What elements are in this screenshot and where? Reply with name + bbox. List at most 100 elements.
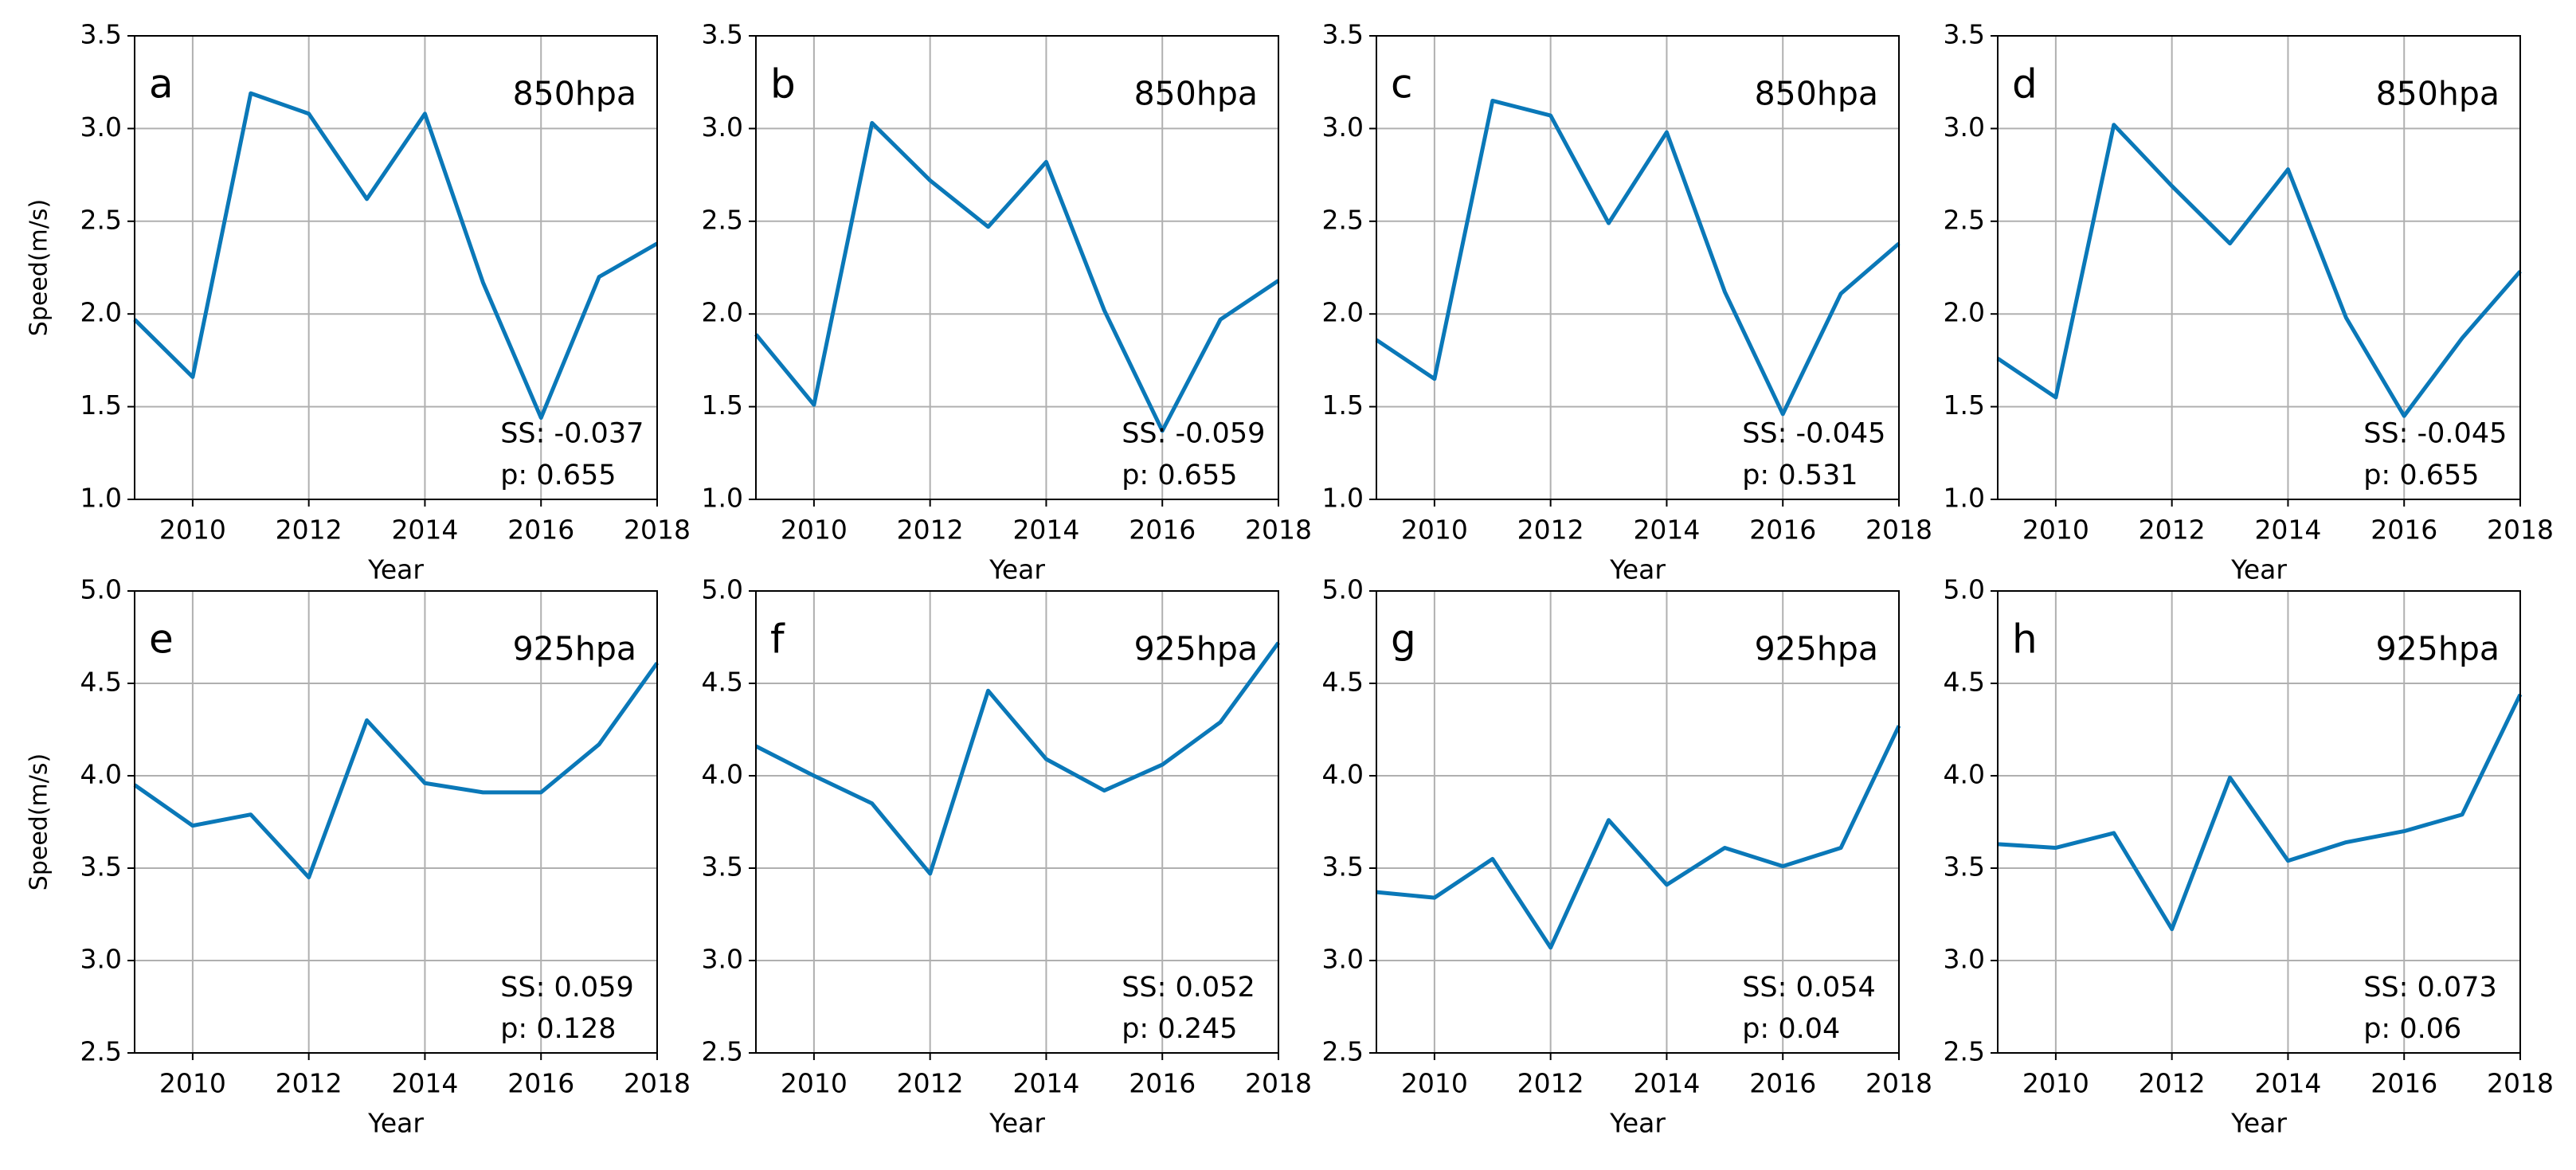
y-tick-label: 2.0 — [80, 297, 122, 328]
level-label: 850hpa — [513, 75, 636, 113]
y-tick-label: 1.5 — [702, 389, 743, 421]
y-tick-label: 2.0 — [1944, 297, 1985, 328]
y-tick-label: 4.5 — [1944, 667, 1985, 698]
y-tick-label: 3.0 — [1322, 112, 1364, 143]
y-tick-label: 1.5 — [80, 389, 122, 421]
x-axis-label: Year — [2230, 1108, 2287, 1139]
y-tick-label: 1.0 — [702, 483, 743, 514]
x-axis-label: Year — [367, 1108, 424, 1139]
y-tick-label: 2.5 — [702, 204, 743, 235]
y-tick-label: 4.0 — [702, 759, 743, 790]
axes-frame — [134, 590, 658, 1054]
annotation: p: 0.655 — [500, 460, 616, 491]
y-tick-label: 2.5 — [1944, 204, 1985, 235]
annotation: p: 0.655 — [1122, 460, 1237, 491]
y-tick-label: 3.0 — [80, 944, 122, 975]
panel-label: e — [149, 616, 174, 662]
x-tick-label: 2010 — [781, 1068, 848, 1099]
annotation: p: 0.04 — [1742, 1013, 1840, 1045]
y-tick-label: 3.0 — [1944, 112, 1985, 143]
x-tick-label: 2018 — [1245, 1068, 1312, 1099]
y-tick-label: 3.5 — [1944, 19, 1985, 50]
x-tick-label: 2010 — [1401, 515, 1468, 546]
y-tick-label: 3.5 — [702, 19, 743, 50]
panel-label: c — [1391, 61, 1413, 108]
x-tick-label: 2016 — [2370, 515, 2437, 546]
x-axis-label: Year — [989, 554, 1045, 585]
x-tick-label: 2014 — [2254, 1068, 2321, 1099]
annotation: SS: 0.052 — [1122, 972, 1255, 1004]
y-tick-label: 2.5 — [1944, 1036, 1985, 1067]
y-tick-label: 5.0 — [80, 574, 122, 605]
annotation: SS: -0.059 — [1122, 418, 1265, 450]
axes-frame — [1997, 590, 2521, 1054]
level-label: 925hpa — [1134, 629, 1258, 667]
x-tick-label: 2012 — [276, 1068, 343, 1099]
axes-frame — [755, 590, 1279, 1054]
y-tick-label: 3.5 — [1322, 19, 1364, 50]
x-tick-label: 2014 — [1633, 1068, 1700, 1099]
x-tick-label: 2010 — [159, 1068, 226, 1099]
y-tick-label: 2.0 — [702, 297, 743, 328]
data-line — [1375, 98, 1901, 417]
x-axis-label: Year — [367, 554, 424, 585]
x-tick-label: 2018 — [2487, 515, 2554, 546]
x-tick-label: 2018 — [1865, 1068, 1932, 1099]
x-tick-label: 2012 — [1517, 1068, 1584, 1099]
axes-frame — [134, 35, 658, 500]
y-tick-label: 5.0 — [702, 574, 743, 605]
x-tick-label: 2012 — [2139, 515, 2206, 546]
y-axis-label: Speed(m/s) — [25, 753, 53, 890]
x-tick-label: 2012 — [897, 1068, 964, 1099]
data-line — [1996, 123, 2522, 418]
panel-label: f — [770, 616, 785, 662]
x-tick-label: 2016 — [1749, 1068, 1816, 1099]
x-tick-label: 2012 — [897, 515, 964, 546]
y-tick-label: 4.5 — [80, 667, 122, 698]
data-line — [1376, 725, 1901, 950]
annotation: SS: -0.037 — [500, 418, 644, 450]
y-tick-label: 2.5 — [1322, 1036, 1364, 1067]
x-tick-label: 2010 — [1401, 1068, 1468, 1099]
y-tick-label: 2.0 — [1322, 297, 1364, 328]
x-tick-label: 2016 — [507, 1068, 574, 1099]
y-tick-label: 4.0 — [1322, 759, 1364, 790]
x-tick-label: 2010 — [2022, 1068, 2089, 1099]
y-tick-label: 1.0 — [80, 483, 122, 514]
annotation: SS: 0.059 — [500, 972, 634, 1004]
y-tick-label: 2.5 — [80, 204, 122, 235]
y-tick-label: 1.0 — [1322, 483, 1364, 514]
y-tick-label: 3.5 — [80, 19, 122, 50]
y-tick-label: 1.5 — [1944, 389, 1985, 421]
y-tick-label: 3.5 — [1944, 851, 1985, 882]
x-axis-label: Year — [1609, 1108, 1666, 1139]
level-label: 850hpa — [2376, 75, 2500, 113]
level-label: 925hpa — [513, 629, 636, 667]
panel-label: g — [1391, 616, 1416, 662]
panel-label: b — [770, 61, 796, 108]
level-label: 925hpa — [2376, 629, 2500, 667]
x-tick-label: 2014 — [391, 515, 458, 546]
x-tick-label: 2018 — [1245, 515, 1312, 546]
annotation: SS: 0.073 — [2363, 972, 2497, 1004]
x-tick-label: 2018 — [624, 1068, 691, 1099]
y-tick-label: 2.5 — [1322, 204, 1364, 235]
y-tick-label: 3.5 — [702, 851, 743, 882]
annotation: p: 0.655 — [2363, 460, 2479, 491]
x-tick-label: 2018 — [1865, 515, 1932, 546]
level-label: 850hpa — [1134, 75, 1258, 113]
x-tick-label: 2016 — [507, 515, 574, 546]
axes-frame — [1376, 590, 1900, 1054]
y-tick-label: 4.0 — [1944, 759, 1985, 790]
annotation: p: 0.128 — [500, 1013, 616, 1045]
data-line — [133, 662, 660, 880]
x-tick-label: 2014 — [1633, 515, 1700, 546]
x-tick-label: 2016 — [1129, 1068, 1196, 1099]
annotation: SS: 0.054 — [1742, 972, 1876, 1004]
x-tick-label: 2014 — [391, 1068, 458, 1099]
level-label: 850hpa — [1755, 75, 1878, 113]
y-tick-label: 3.0 — [702, 944, 743, 975]
x-tick-label: 2014 — [2254, 515, 2321, 546]
y-tick-label: 1.0 — [1944, 483, 1985, 514]
